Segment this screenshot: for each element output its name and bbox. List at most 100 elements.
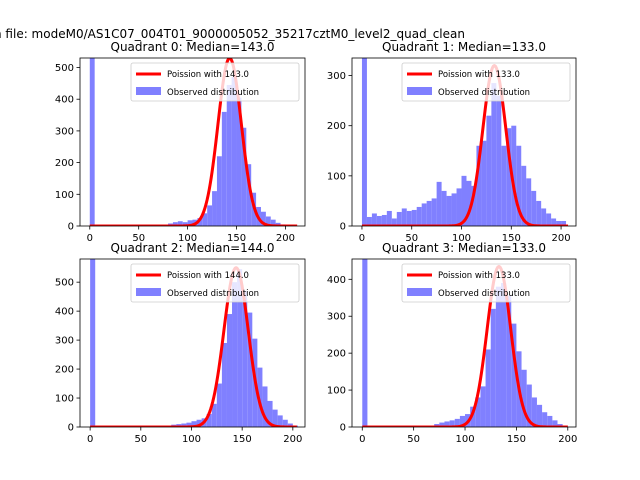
histogram-bar <box>246 164 252 226</box>
histogram-bar <box>451 193 457 226</box>
y-tick-label: 300 <box>327 312 346 323</box>
histogram-bar <box>216 156 222 226</box>
poisson-curve <box>361 264 569 427</box>
panel-0: 0 50 100 150 200 0 100 200 300 400 500 Quadrant 0: … <box>55 40 306 244</box>
y-tick-label: 200 <box>55 365 74 376</box>
histogram-bar <box>521 165 527 226</box>
x-tick-label: 100 <box>182 434 201 445</box>
histogram-bar <box>226 314 233 427</box>
x-tick-label: 200 <box>552 233 571 244</box>
histogram-bar <box>536 200 542 226</box>
histogram-bar <box>551 218 557 226</box>
histogram-bar <box>471 185 477 226</box>
histogram-bar <box>277 415 283 427</box>
histogram-bar <box>212 191 217 226</box>
histogram-bar <box>182 222 188 226</box>
histogram-bar <box>436 181 442 226</box>
axes-frame <box>351 258 577 428</box>
y-tick-label: 300 <box>327 71 346 82</box>
histogram-bar <box>431 198 437 226</box>
legend-box <box>401 62 571 102</box>
histogram-bar <box>542 412 548 427</box>
histogram-bar <box>232 282 238 427</box>
x-tick-label: 50 <box>134 434 147 445</box>
histogram-bar <box>265 216 271 226</box>
poisson-curve <box>89 58 298 226</box>
histogram-bar <box>396 211 402 226</box>
x-tick-label: 150 <box>507 434 526 445</box>
panel-1: 0 50 100 150 200 0 100 200 300 Quadrant 1: Median… <box>327 40 577 244</box>
x-tick-label: 150 <box>227 233 246 244</box>
histogram-bar <box>177 221 183 226</box>
y-tick-label: 500 <box>55 278 74 289</box>
histogram-bar <box>216 383 222 427</box>
poisson-curve <box>361 64 569 226</box>
figure-suptitle: n file: modeM0/AS1C07_004T01_9000005052_… <box>0 27 465 41</box>
histogram-bar <box>90 259 96 427</box>
histogram-bar <box>211 403 217 427</box>
histogram-bar <box>287 423 293 427</box>
histogram-bar <box>511 125 517 226</box>
histogram-bar <box>416 206 422 226</box>
histogram-bar <box>361 58 367 226</box>
panel-title: Quadrant 0: Median=143.0 <box>111 40 275 54</box>
y-tick-label: 200 <box>55 158 74 169</box>
y-tick-label: 400 <box>55 95 74 106</box>
histogram-bar <box>275 222 281 226</box>
histogram-bar <box>267 400 273 427</box>
y-tick-label: 100 <box>327 171 346 182</box>
histogram-bar <box>491 83 497 226</box>
histogram-bar <box>531 190 537 226</box>
histogram-bar <box>495 286 501 427</box>
histogram-bar <box>526 178 532 226</box>
y-tick-label: 200 <box>327 349 346 360</box>
histogram-bar <box>191 421 197 427</box>
histogram-bar <box>547 415 553 427</box>
histogram-bar <box>231 77 237 226</box>
x-tick-label: 0 <box>359 233 365 244</box>
histogram-bar <box>376 215 382 226</box>
histogram-bar <box>406 210 412 226</box>
histogram-bar <box>401 208 407 226</box>
histogram-bar <box>481 140 487 226</box>
legend-bar-marker <box>407 87 432 95</box>
y-tick-label: 300 <box>55 126 74 137</box>
x-tick-label: 150 <box>233 434 252 445</box>
histogram-bar <box>221 111 227 226</box>
histogram-bar <box>485 349 491 427</box>
histogram-bar <box>421 203 427 226</box>
y-tick-label: 100 <box>327 386 346 397</box>
histogram-bar <box>541 208 547 226</box>
plot-area <box>89 58 298 226</box>
histogram-bar <box>236 97 242 226</box>
x-tick-label: 200 <box>283 434 302 445</box>
legend-bar-label: Observed distribution <box>167 88 259 98</box>
x-tick-label: 50 <box>407 434 420 445</box>
histogram-bar <box>362 259 368 427</box>
plot-area <box>361 259 569 427</box>
legend-line-label: Poission with 133.0 <box>438 70 520 80</box>
histogram-bar <box>247 312 253 427</box>
histogram-bar <box>552 420 558 427</box>
histogram-bar <box>260 211 266 226</box>
legend-bar-marker <box>136 288 161 296</box>
panel-title: Quadrant 2: Median=144.0 <box>111 241 275 255</box>
plot-area <box>361 58 569 226</box>
histogram-bar <box>221 343 227 427</box>
histogram-bar <box>511 323 517 427</box>
histogram-bar <box>531 397 537 427</box>
x-tick-label: 150 <box>502 233 521 244</box>
x-tick-label: 200 <box>276 233 295 244</box>
histogram-bar <box>366 216 372 226</box>
histogram-bar <box>444 421 450 427</box>
histogram-bar <box>476 145 482 226</box>
histogram-bar <box>516 145 522 226</box>
axes-frame <box>79 258 306 428</box>
histogram-bar <box>546 213 552 226</box>
histogram-bar <box>89 58 95 226</box>
histogram-bar <box>521 369 527 427</box>
legend-line-label: Poission with 144.0 <box>167 271 249 281</box>
histogram-bar <box>454 418 460 427</box>
panel-title: Quadrant 3: Median=133.0 <box>382 241 546 255</box>
